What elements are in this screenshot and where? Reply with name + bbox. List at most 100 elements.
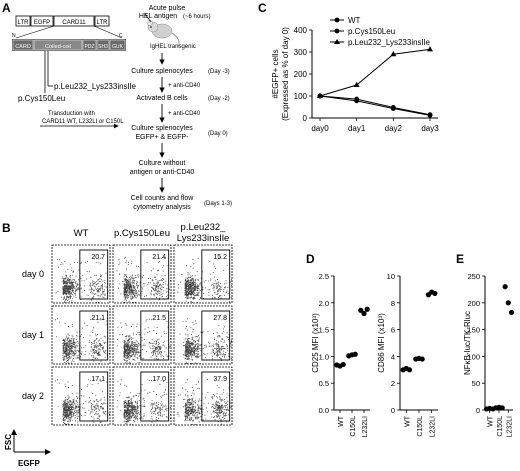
flow-gate-percent: 17.1 (91, 376, 105, 383)
c-x-tick-label: day3 (421, 124, 439, 133)
c-point (390, 51, 397, 57)
c-y-tick-label: 400 (294, 26, 308, 35)
c-y-axis-label: #EGFP+ cells(Expressed as % of day 0) (271, 27, 290, 121)
zoom-line-left (15, 25, 55, 39)
guk-label: GUK (112, 44, 124, 50)
d2-y-tick-label: 0 (391, 406, 395, 415)
e-y-tick-label: 200 (467, 299, 480, 308)
flow-plot: 21.5 (112, 305, 172, 365)
c-y-tick-label: 300 (294, 48, 308, 57)
flow-gate (79, 310, 109, 361)
panel-e: E 0 50 100 150 200 250 NFκB-luc/TK-Rluc WT C150L… (456, 252, 515, 437)
d1-y-axis-label: CD25 MFI (x10³) (311, 313, 320, 373)
mouse-label: IgHEL transgenic (150, 44, 196, 50)
mouse-icon (144, 13, 180, 48)
d1-point (340, 361, 346, 368)
e-x-tick-label: L232LI (506, 416, 513, 437)
flow-plot-frame (112, 366, 172, 426)
d2-y-axis-label: CD86 MFI (x10³) (377, 313, 386, 373)
flow-gate-percent: 15.2 (213, 254, 227, 261)
flow-events (55, 317, 110, 364)
d1-point (352, 351, 358, 357)
card11-label: CARD11 (62, 20, 86, 26)
e-y-tick-label: 150 (467, 326, 480, 335)
ltr-box-1 (15, 15, 31, 27)
e-y-tick-label: 100 (467, 352, 480, 361)
flow-gate-percent: 21.1 (91, 315, 105, 322)
d2-point (432, 290, 438, 297)
e-x-tick-label: C150L (497, 416, 504, 437)
panel-d: D 0.0 0.5 1.0 1.5 2.0 2.5 CD25 MFI (x10³) WT C15… (306, 252, 438, 437)
pulse-time: (~6 hours) (183, 14, 211, 20)
ltr-label-2: LTR (97, 20, 109, 26)
e-y-tick-label: 0 (476, 406, 480, 415)
c-x-tick-label: day2 (385, 124, 403, 133)
fsc-axis-label: FSC (4, 434, 13, 450)
card-domain-label: CARD (15, 44, 31, 50)
transduction-line-2: CARD11 WT, L232LI or C150L (42, 119, 124, 125)
culture2-time: (Day 0) (208, 131, 228, 137)
c-y-tick-label: 200 (294, 70, 308, 79)
mutation-c150l-label: p.Cys150Leu (18, 94, 65, 103)
flow-plot: 17.1 (51, 366, 111, 426)
flow-plot-frame (173, 366, 233, 426)
sh3-label: SH3 (98, 44, 108, 50)
flow-gate (140, 310, 170, 361)
d2-y-tick-label: 2 (391, 379, 395, 388)
d1-x-tick-label: WT (338, 415, 345, 427)
egfp-axis-label: EGFP (18, 459, 40, 468)
flow-events (116, 318, 171, 364)
transduction-line-1: Transduction with (48, 111, 95, 117)
c-legend-marker (334, 39, 340, 44)
flow-plot: 15.2 (173, 244, 233, 304)
e-y-axis-label: NFκB-luc/TK-Rluc (463, 311, 472, 375)
b-row-label: day 0 (22, 269, 44, 279)
pdz-domain (82, 39, 97, 51)
flow-gate (140, 249, 170, 300)
card11-box (53, 15, 95, 27)
c-point (427, 112, 433, 118)
activated-b-cells-label: Activated B cells (136, 95, 188, 102)
flow-plot: 20.7 (51, 244, 111, 304)
c-legend-label: p.Leu232_Lys233insIle (348, 38, 431, 47)
panel-letter-b: B (2, 221, 11, 235)
flow-events (55, 257, 110, 303)
d1-x-tick-label: L232LI (362, 416, 369, 437)
b-column-label: p.Cys150Leu (114, 228, 170, 239)
flow-plot: 17.0 (112, 366, 172, 426)
c-series-line (319, 48, 431, 97)
counts-label-2: cytometry analysis (133, 204, 191, 211)
zoom-line-right (93, 25, 123, 39)
c-terminus-label: C (119, 33, 123, 39)
e-point (502, 284, 508, 290)
culture2-label-1: Culture splenocytes (131, 125, 193, 132)
c-legend-marker (334, 28, 340, 34)
e-point (508, 309, 515, 316)
c-point (317, 92, 323, 98)
panel-letter-e: E (456, 252, 464, 266)
flow-gate (79, 249, 109, 300)
d1-y-tick-label: 2.0 (319, 299, 329, 308)
c-series-line (319, 95, 431, 116)
panel-letter-c: C (258, 1, 267, 15)
c-point (390, 105, 396, 110)
flow-plot: 21.1 (51, 305, 111, 365)
ltr-label-1: LTR (18, 20, 30, 26)
c-x-tick-label: day1 (348, 124, 366, 133)
c-y-tick-label: 0 (303, 114, 308, 123)
d2-x-tick-label: C150L (417, 416, 424, 437)
counts-label-1: Cell counts and flow (131, 195, 195, 202)
b-row-label: day 1 (22, 330, 44, 340)
panel-letter-a: A (2, 1, 11, 15)
flow-plot-frame (112, 244, 172, 304)
e-point (499, 405, 505, 411)
pdz-label: PDZ (85, 44, 95, 50)
flow-events (116, 379, 171, 425)
c-legend-marker (334, 17, 340, 23)
culture2-label-2: EGFP+ & EGFP- (135, 134, 189, 141)
transduction-note: Transduction with CARD11 WT, L232LI or C… (40, 111, 124, 129)
activated-time: (Day -2) (208, 96, 230, 102)
panel-b: B WT p.Cys150Leu p.Leu232_Lys233insIle day … (2, 221, 233, 468)
d1-point (358, 307, 364, 313)
d1-y-tick-label: 0.0 (319, 406, 329, 415)
